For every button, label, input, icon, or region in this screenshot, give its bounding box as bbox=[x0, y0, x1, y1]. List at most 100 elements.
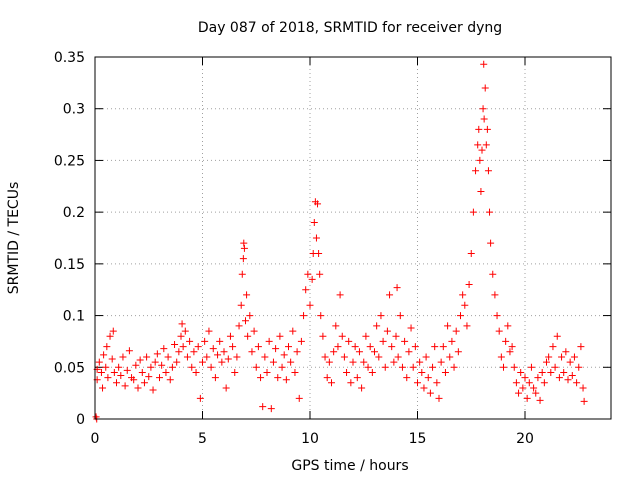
data-point bbox=[108, 355, 116, 363]
data-point bbox=[420, 384, 428, 392]
data-point bbox=[429, 363, 437, 371]
x-tick-label: 20 bbox=[516, 431, 534, 447]
chart-title: Day 087 of 2018, SRMTID for receiver dyn… bbox=[198, 20, 502, 36]
data-point bbox=[117, 372, 125, 380]
data-point bbox=[386, 291, 394, 299]
data-point bbox=[151, 358, 159, 366]
data-point bbox=[360, 358, 368, 366]
y-tick-label: 0.15 bbox=[54, 257, 85, 273]
data-point bbox=[523, 394, 531, 402]
data-point bbox=[390, 358, 398, 366]
data-point bbox=[199, 358, 206, 366]
data-point bbox=[437, 358, 445, 366]
data-point bbox=[136, 356, 144, 364]
data-point bbox=[568, 372, 576, 380]
data-point bbox=[551, 363, 559, 371]
data-point bbox=[375, 353, 383, 361]
data-point bbox=[525, 379, 533, 387]
data-point bbox=[310, 218, 318, 226]
data-point bbox=[194, 343, 202, 351]
data-point bbox=[302, 286, 310, 294]
data-point bbox=[500, 363, 507, 371]
data-point bbox=[181, 327, 189, 335]
data-point bbox=[407, 324, 415, 332]
data-point bbox=[209, 345, 217, 353]
data-point bbox=[534, 374, 542, 382]
data-point bbox=[315, 250, 323, 258]
data-point bbox=[115, 363, 123, 371]
data-point bbox=[560, 368, 568, 376]
data-point bbox=[396, 312, 404, 320]
data-point bbox=[103, 343, 111, 351]
data-point bbox=[269, 358, 277, 366]
data-point bbox=[405, 348, 413, 356]
data-point bbox=[334, 343, 342, 351]
data-point bbox=[319, 332, 327, 340]
x-tick-label: 0 bbox=[91, 431, 100, 447]
data-point bbox=[162, 368, 170, 376]
data-point bbox=[240, 244, 248, 252]
data-point bbox=[316, 270, 324, 278]
data-point bbox=[338, 332, 346, 340]
data-point bbox=[476, 156, 484, 164]
data-point bbox=[158, 361, 166, 369]
data-point bbox=[239, 255, 247, 263]
data-point bbox=[482, 141, 490, 149]
data-point bbox=[229, 343, 237, 351]
x-tick-label: 5 bbox=[198, 431, 207, 447]
data-point bbox=[475, 125, 483, 133]
data-point bbox=[238, 270, 246, 278]
data-point bbox=[278, 363, 286, 371]
data-point bbox=[480, 60, 488, 68]
data-point bbox=[121, 382, 129, 390]
data-point bbox=[282, 376, 290, 384]
data-point bbox=[147, 363, 155, 371]
data-point bbox=[285, 343, 292, 351]
data-point bbox=[113, 379, 120, 387]
data-point bbox=[214, 351, 222, 359]
data-point bbox=[495, 327, 503, 335]
data-point bbox=[203, 353, 211, 361]
data-point bbox=[188, 363, 196, 371]
data-point bbox=[392, 332, 400, 340]
data-point bbox=[368, 368, 376, 376]
data-point bbox=[487, 239, 495, 247]
data-point bbox=[125, 347, 133, 355]
data-point bbox=[119, 353, 127, 361]
data-point bbox=[393, 284, 401, 292]
data-point bbox=[323, 374, 331, 382]
data-point bbox=[156, 374, 163, 382]
data-point bbox=[140, 379, 148, 387]
y-tick-label: 0.3 bbox=[63, 102, 85, 118]
data-point bbox=[484, 167, 492, 175]
data-point bbox=[452, 327, 460, 335]
data-point bbox=[220, 348, 228, 356]
data-point bbox=[304, 270, 312, 278]
data-point bbox=[555, 374, 563, 382]
data-point bbox=[358, 384, 366, 392]
data-point bbox=[216, 337, 224, 345]
data-point bbox=[178, 320, 186, 328]
data-point bbox=[459, 291, 467, 299]
data-point bbox=[477, 187, 485, 195]
data-point bbox=[183, 353, 191, 361]
data-point bbox=[295, 394, 303, 402]
data-point bbox=[190, 348, 198, 356]
data-point bbox=[280, 351, 288, 359]
data-point bbox=[480, 115, 488, 123]
data-point bbox=[416, 358, 424, 366]
x-tick-label: 10 bbox=[301, 431, 319, 447]
data-point bbox=[276, 332, 284, 340]
data-point bbox=[422, 353, 430, 361]
data-point bbox=[446, 353, 454, 361]
data-point bbox=[580, 397, 588, 405]
data-point bbox=[538, 368, 546, 376]
data-point bbox=[519, 384, 527, 392]
plot-frame bbox=[94, 56, 612, 420]
data-point bbox=[328, 379, 335, 387]
data-point bbox=[530, 384, 538, 392]
data-point bbox=[467, 250, 475, 258]
data-point bbox=[218, 358, 226, 366]
data-point bbox=[371, 348, 378, 356]
data-point bbox=[233, 353, 241, 361]
